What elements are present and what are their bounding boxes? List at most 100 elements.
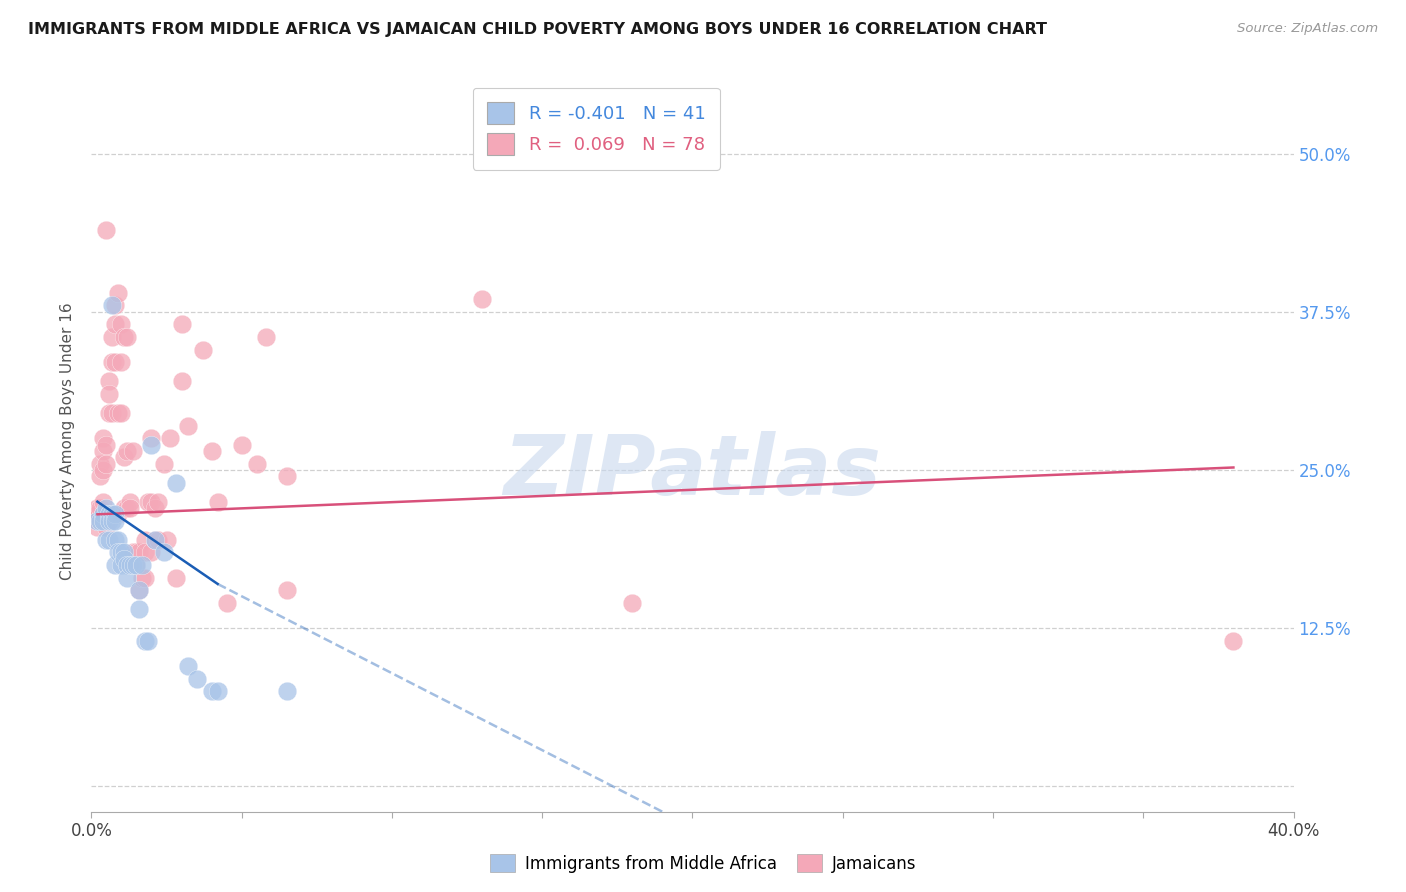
Point <box>254 330 277 344</box>
Point <box>143 500 166 515</box>
Point <box>131 571 153 585</box>
Point <box>93 494 115 508</box>
Text: Source: ZipAtlas.com: Source: ZipAtlas.com <box>1237 22 1378 36</box>
Point <box>110 355 132 369</box>
Point <box>201 444 224 458</box>
Point <box>114 545 136 559</box>
Point <box>141 545 163 559</box>
Point <box>98 514 121 528</box>
Point <box>120 500 142 515</box>
Point <box>89 514 111 528</box>
Point <box>128 545 150 559</box>
Point <box>621 596 644 610</box>
Point <box>246 457 269 471</box>
Point <box>104 514 127 528</box>
Point <box>93 508 115 522</box>
Point <box>122 545 145 559</box>
Text: ZIPatlas: ZIPatlas <box>503 431 882 512</box>
Point <box>125 545 148 559</box>
Point <box>104 533 127 547</box>
Point <box>134 533 156 547</box>
Point <box>86 508 108 522</box>
Point <box>89 457 111 471</box>
Point <box>114 450 136 465</box>
Point <box>141 431 163 445</box>
Point <box>122 558 145 572</box>
Point <box>207 494 229 508</box>
Point <box>122 444 145 458</box>
Point <box>138 494 160 508</box>
Point <box>276 469 298 483</box>
Point <box>170 318 193 332</box>
Point <box>101 508 124 522</box>
Point <box>134 571 156 585</box>
Point <box>96 520 118 534</box>
Point <box>141 494 163 508</box>
Y-axis label: Child Poverty Among Boys Under 16: Child Poverty Among Boys Under 16 <box>60 302 76 581</box>
Point <box>114 500 136 515</box>
Point <box>104 318 127 332</box>
Point <box>117 444 139 458</box>
Point <box>143 533 166 547</box>
Point <box>107 508 129 522</box>
Point <box>93 431 115 445</box>
Point <box>120 558 142 572</box>
Point <box>101 406 124 420</box>
Point <box>201 684 224 698</box>
Point <box>471 292 494 306</box>
Point <box>165 571 187 585</box>
Point <box>152 457 174 471</box>
Point <box>107 545 129 559</box>
Point <box>114 330 136 344</box>
Point <box>152 545 174 559</box>
Point <box>134 633 156 648</box>
Point <box>176 659 198 673</box>
Point <box>120 494 142 508</box>
Point <box>110 318 132 332</box>
Point <box>117 558 139 572</box>
Point <box>93 444 115 458</box>
Point <box>117 330 139 344</box>
Legend: Immigrants from Middle Africa, Jamaicans: Immigrants from Middle Africa, Jamaicans <box>484 847 922 880</box>
Point <box>93 508 115 522</box>
Point <box>96 457 118 471</box>
Point <box>107 406 129 420</box>
Point <box>86 520 108 534</box>
Point <box>96 222 118 236</box>
Point <box>96 508 118 522</box>
Point <box>98 387 121 401</box>
Point <box>117 500 139 515</box>
Point <box>170 375 193 389</box>
Point <box>98 533 121 547</box>
Point <box>104 508 127 522</box>
Point <box>101 298 124 312</box>
Point <box>276 583 298 598</box>
Point <box>1222 633 1244 648</box>
Point <box>96 500 118 515</box>
Point <box>98 406 121 420</box>
Point <box>134 545 156 559</box>
Point <box>96 533 118 547</box>
Point <box>125 558 148 572</box>
Point <box>191 343 214 357</box>
Point <box>110 406 132 420</box>
Point <box>231 438 253 452</box>
Point <box>128 602 150 616</box>
Point <box>186 672 208 686</box>
Point <box>125 558 148 572</box>
Point <box>146 494 169 508</box>
Point <box>104 355 127 369</box>
Point <box>276 684 298 698</box>
Point <box>131 558 153 572</box>
Point <box>101 355 124 369</box>
Point <box>101 508 124 522</box>
Point <box>104 298 127 312</box>
Point <box>146 533 169 547</box>
Point <box>215 596 238 610</box>
Point <box>101 330 124 344</box>
Point <box>110 545 132 559</box>
Point <box>114 551 136 566</box>
Point <box>98 508 121 522</box>
Point <box>98 375 121 389</box>
Point <box>96 438 118 452</box>
